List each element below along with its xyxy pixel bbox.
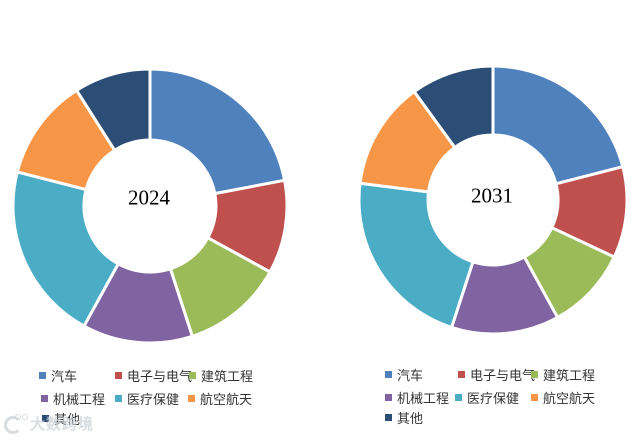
donut-center-year-label-2031: 2031 — [471, 183, 513, 208]
legend-item-healthcare: 医疗保健 — [455, 390, 520, 406]
legend-item-other: 其他 — [385, 410, 424, 426]
legend-label: 电子与电气 — [127, 369, 193, 384]
legend-item-construction: 建筑工程 — [189, 368, 254, 384]
donut-center-year-label-2024: 2024 — [128, 185, 170, 210]
donut-slice-2031-0 — [491, 64, 625, 186]
legend-item-mechanical: 机械工程 — [41, 391, 106, 407]
donut-chart-2024 — [11, 67, 289, 345]
legend-label: 航空航天 — [543, 391, 596, 406]
legend-marker-icon — [188, 395, 195, 402]
legend-marker-icon — [189, 372, 196, 379]
legend-item-mechanical: 机械工程 — [385, 390, 450, 406]
legend-marker-icon — [385, 371, 392, 378]
legend-item-electronics: 电子与电气 — [115, 368, 193, 384]
legend-item-aerospace: 航空航天 — [531, 390, 596, 406]
legend-marker-icon — [115, 395, 122, 402]
donut-slice-2031-4 — [357, 181, 475, 329]
legend-item-electronics: 电子与电气 — [458, 367, 536, 383]
legend-marker-icon — [41, 395, 48, 402]
donut-chart-2031 — [357, 64, 629, 336]
legend-marker-icon — [455, 394, 462, 401]
legend-label: 航空航天 — [200, 392, 253, 407]
legend-label: 医疗保健 — [467, 391, 520, 406]
legend-label: 建筑工程 — [201, 369, 254, 384]
legend-label: 建筑工程 — [543, 368, 596, 383]
legend-label: 机械工程 — [53, 392, 106, 407]
legend-marker-icon — [531, 371, 538, 378]
watermark-logo-icon — [2, 412, 28, 434]
legend-item-construction: 建筑工程 — [531, 367, 596, 383]
watermark: 大数跨境 — [2, 412, 94, 434]
legend-marker-icon — [42, 415, 49, 422]
legend-label: 汽车 — [51, 369, 78, 384]
legend-marker-icon — [39, 372, 46, 379]
legend-marker-icon — [458, 371, 465, 378]
donut-slice-2024-6 — [75, 67, 152, 152]
donut-slice-2031-6 — [412, 64, 495, 149]
legend-marker-icon — [115, 372, 122, 379]
legend-item-automotive: 汽车 — [39, 368, 78, 384]
legend-label: 其他 — [54, 412, 81, 427]
legend-item-automotive: 汽车 — [385, 367, 424, 383]
legend-label: 其他 — [397, 411, 424, 426]
watermark-text: 大数跨境 — [30, 415, 95, 433]
legend-item-other: 其他 — [42, 411, 81, 427]
legend-label: 汽车 — [397, 368, 424, 383]
legend-label: 医疗保健 — [127, 392, 180, 407]
donut-slice-2024-0 — [148, 67, 287, 196]
legend-marker-icon — [385, 414, 392, 421]
legend-item-aerospace: 航空航天 — [188, 391, 253, 407]
legend-marker-icon — [385, 394, 392, 401]
legend-label: 机械工程 — [397, 391, 450, 406]
legend-item-healthcare: 医疗保健 — [115, 391, 180, 407]
legend-label: 电子与电气 — [470, 368, 536, 383]
donut-slice-2024-4 — [11, 170, 120, 328]
legend-marker-icon — [531, 394, 538, 401]
